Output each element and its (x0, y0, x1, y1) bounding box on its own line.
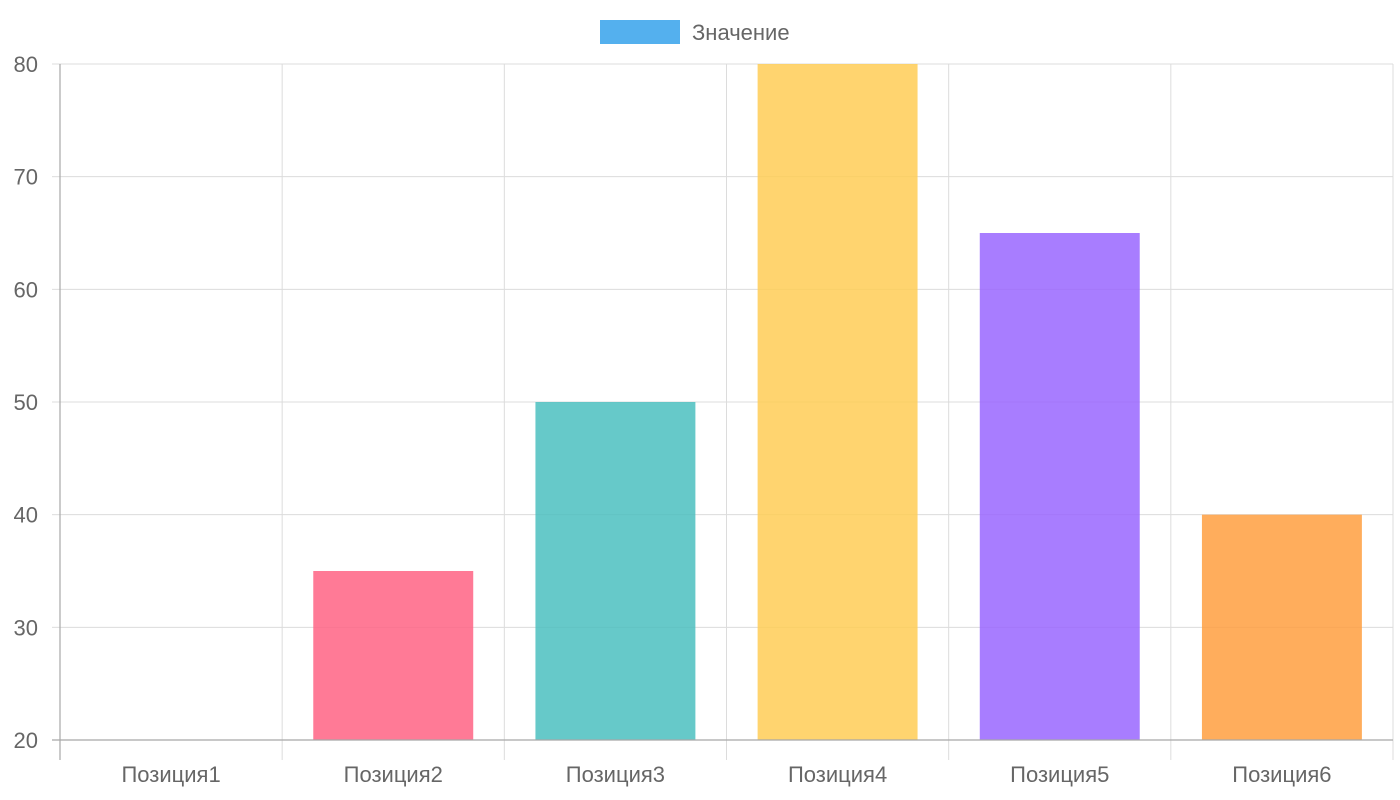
y-axis-tick-labels: 20 30 40 50 60 70 80 (14, 52, 38, 753)
legend-swatch[interactable] (600, 20, 680, 44)
y-tick-label: 40 (14, 503, 38, 528)
x-tick-label: Позиция1 (121, 762, 220, 787)
legend[interactable]: Значение (600, 20, 790, 45)
x-tick-label: Позиция2 (344, 762, 443, 787)
bar-5[interactable] (979, 233, 1140, 740)
x-tick-label: Позиция4 (788, 762, 887, 787)
bar-2[interactable] (313, 571, 474, 740)
y-tick-label: 80 (14, 52, 38, 77)
y-tick-label: 20 (14, 728, 38, 753)
legend-label[interactable]: Значение (692, 20, 790, 45)
x-tick-label: Позиция5 (1010, 762, 1109, 787)
bars (313, 64, 1362, 740)
y-tick-label: 50 (14, 390, 38, 415)
axes (52, 64, 1393, 760)
bar-3[interactable] (535, 402, 696, 740)
x-axis-tick-labels: Позиция1 Позиция2 Позиция3 Позиция4 Позиция5… (121, 762, 1331, 787)
bar-4[interactable] (757, 64, 918, 740)
x-tick-label: Позиция6 (1232, 762, 1331, 787)
x-tick-label: Позиция3 (566, 762, 665, 787)
bar-6[interactable] (1201, 514, 1362, 740)
y-tick-label: 30 (14, 615, 38, 640)
y-tick-label: 60 (14, 277, 38, 302)
grid (52, 63, 1394, 760)
y-tick-label: 70 (14, 165, 38, 190)
